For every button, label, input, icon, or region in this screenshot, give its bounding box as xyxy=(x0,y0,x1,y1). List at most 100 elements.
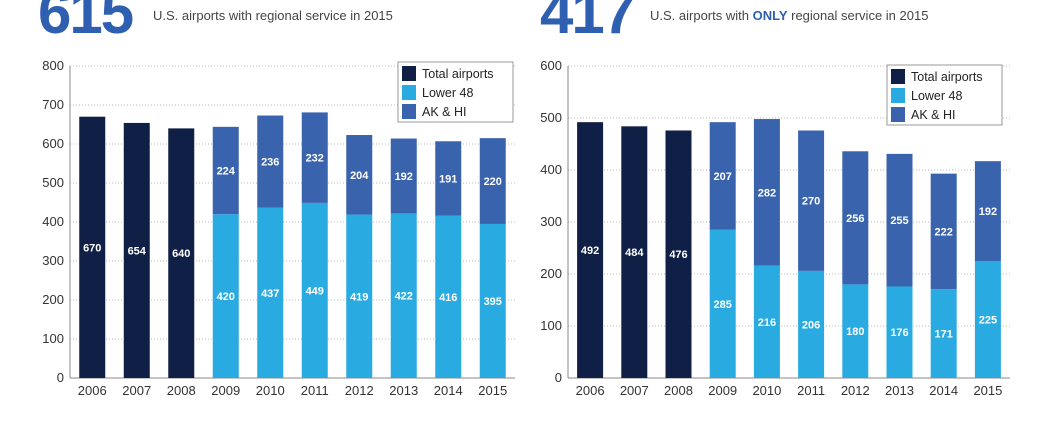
bar-ak-hi xyxy=(390,138,417,214)
bar-ak-hi xyxy=(301,112,328,203)
bar-lower-48 xyxy=(798,270,825,378)
bar-total-airports xyxy=(577,122,604,378)
legend-swatch xyxy=(402,66,416,81)
bar-ak-hi xyxy=(798,130,825,271)
bar-ak-hi xyxy=(479,138,506,224)
legend-swatch xyxy=(891,69,905,84)
y-tick-label: 600 xyxy=(540,58,562,73)
data-label: 207 xyxy=(714,171,732,183)
bar-lower-48 xyxy=(390,213,417,378)
data-label: 171 xyxy=(935,329,953,341)
data-label: 476 xyxy=(669,249,687,261)
x-tick-label: 2011 xyxy=(301,383,329,398)
bar-lower-48 xyxy=(709,229,736,378)
x-tick-label: 2007 xyxy=(122,383,151,398)
bar-ak-hi xyxy=(435,141,462,216)
data-label: 204 xyxy=(350,170,369,182)
data-label: 640 xyxy=(172,248,190,260)
data-label: 270 xyxy=(802,196,820,208)
x-tick-label: 2010 xyxy=(752,383,781,398)
headline-number-right: 417 xyxy=(540,0,636,46)
bar-ak-hi xyxy=(212,126,239,215)
bar-lower-48 xyxy=(212,214,239,378)
data-label: 220 xyxy=(484,176,502,188)
bar-ak-hi xyxy=(257,115,284,208)
bar-lower-48 xyxy=(435,215,462,378)
bar-lower-48 xyxy=(301,202,328,378)
y-tick-label: 400 xyxy=(540,162,562,177)
y-tick-label: 100 xyxy=(540,318,562,333)
bar-lower-48 xyxy=(930,289,957,378)
data-label: 437 xyxy=(261,288,279,300)
x-tick-label: 2009 xyxy=(211,383,240,398)
legend-label: Total airports xyxy=(422,67,494,81)
legend-swatch xyxy=(891,107,905,122)
data-label: 282 xyxy=(758,187,776,199)
data-label: 206 xyxy=(802,319,820,331)
data-label: 419 xyxy=(350,291,368,303)
legend-swatch xyxy=(402,85,416,100)
headline-text-pre: U.S. airports with xyxy=(650,8,753,23)
data-label: 285 xyxy=(714,299,732,311)
y-tick-label: 200 xyxy=(540,266,562,281)
x-tick-label: 2015 xyxy=(478,383,507,398)
x-tick-label: 2010 xyxy=(256,383,285,398)
data-label: 176 xyxy=(890,327,908,339)
y-tick-label: 700 xyxy=(42,97,64,112)
bar-ak-hi xyxy=(842,151,869,285)
data-label: 192 xyxy=(979,206,997,218)
data-label: 449 xyxy=(306,285,324,297)
y-tick-label: 200 xyxy=(42,292,64,307)
x-tick-label: 2012 xyxy=(345,383,374,398)
data-label: 422 xyxy=(395,291,413,303)
data-label: 484 xyxy=(625,247,644,259)
headline-number-left: 615 xyxy=(38,0,134,46)
x-tick-label: 2013 xyxy=(885,383,914,398)
data-label: 420 xyxy=(217,291,235,303)
x-tick-label: 2006 xyxy=(78,383,107,398)
x-tick-label: 2013 xyxy=(389,383,418,398)
y-tick-label: 400 xyxy=(42,214,64,229)
bar-ak-hi xyxy=(930,173,957,290)
bar-lower-48 xyxy=(886,286,913,378)
bar-lower-48 xyxy=(479,223,506,378)
bar-total-airports xyxy=(79,116,106,378)
y-tick-label: 100 xyxy=(42,331,64,346)
bar-ak-hi xyxy=(709,122,736,230)
legend xyxy=(397,61,514,123)
x-tick-label: 2008 xyxy=(167,383,196,398)
y-tick-label: 0 xyxy=(555,370,562,385)
headline-text-emphasis: ONLY xyxy=(752,8,788,23)
bar-lower-48 xyxy=(974,261,1001,378)
bar-ak-hi xyxy=(886,153,913,287)
data-label: 236 xyxy=(261,157,279,169)
x-tick-label: 2014 xyxy=(929,383,958,398)
bar-total-airports xyxy=(665,130,692,378)
bar-total-airports xyxy=(621,126,648,378)
legend-label: Lower 48 xyxy=(911,89,962,103)
data-label: 416 xyxy=(439,292,457,304)
data-label: 192 xyxy=(395,171,413,183)
data-label: 180 xyxy=(846,326,864,338)
x-tick-label: 2015 xyxy=(973,383,1002,398)
data-label: 232 xyxy=(306,153,324,165)
bar-ak-hi xyxy=(753,119,780,266)
data-label: 395 xyxy=(484,296,502,308)
data-label: 255 xyxy=(890,215,908,227)
y-tick-label: 500 xyxy=(42,175,64,190)
y-tick-label: 0 xyxy=(57,370,64,385)
legend-label: Lower 48 xyxy=(422,86,473,100)
headline-text-left: U.S. airports with regional service in 2… xyxy=(153,8,393,23)
data-label: 256 xyxy=(846,213,864,225)
y-tick-label: 300 xyxy=(540,214,562,229)
legend-swatch xyxy=(891,88,905,103)
data-label: 670 xyxy=(83,242,101,254)
data-label: 191 xyxy=(439,174,457,186)
x-tick-label: 2011 xyxy=(797,383,825,398)
x-tick-label: 2006 xyxy=(576,383,605,398)
bar-lower-48 xyxy=(753,265,780,378)
x-tick-label: 2008 xyxy=(664,383,693,398)
bar-lower-48 xyxy=(346,214,373,378)
y-tick-label: 800 xyxy=(42,58,64,73)
